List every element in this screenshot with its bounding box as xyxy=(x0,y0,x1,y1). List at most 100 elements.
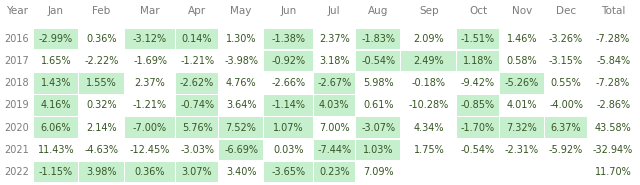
Text: -3.07%: -3.07% xyxy=(361,123,396,133)
Bar xyxy=(264,29,312,49)
Text: 1.07%: 1.07% xyxy=(273,123,304,133)
Text: -3.15%: -3.15% xyxy=(549,56,583,66)
Text: 0.58%: 0.58% xyxy=(507,56,538,66)
Text: -0.54%: -0.54% xyxy=(361,56,396,66)
Bar xyxy=(314,51,355,71)
Text: -7.00%: -7.00% xyxy=(133,123,167,133)
Text: Dec: Dec xyxy=(556,6,576,16)
Bar xyxy=(177,162,218,182)
Bar xyxy=(33,29,78,49)
Bar xyxy=(125,117,175,138)
Text: Aug: Aug xyxy=(368,6,388,16)
Text: 2019: 2019 xyxy=(4,100,29,110)
Bar xyxy=(588,162,639,182)
Text: -3.98%: -3.98% xyxy=(224,56,258,66)
Bar xyxy=(500,51,545,71)
Text: 7.52%: 7.52% xyxy=(226,123,257,133)
Text: 3.18%: 3.18% xyxy=(319,56,349,66)
Text: 4.16%: 4.16% xyxy=(40,100,71,110)
Text: -9.42%: -9.42% xyxy=(461,78,495,88)
Text: 2021: 2021 xyxy=(4,145,29,155)
Text: 7.09%: 7.09% xyxy=(363,167,394,177)
Bar xyxy=(500,29,545,49)
Text: 1.30%: 1.30% xyxy=(226,34,257,44)
Text: 6.06%: 6.06% xyxy=(40,123,71,133)
Bar xyxy=(458,73,499,94)
Bar xyxy=(401,73,456,94)
Text: -1.38%: -1.38% xyxy=(271,34,305,44)
Text: Feb: Feb xyxy=(92,6,111,16)
Text: 0.36%: 0.36% xyxy=(86,34,116,44)
Bar xyxy=(177,95,218,116)
Text: -6.69%: -6.69% xyxy=(224,145,258,155)
Text: 0.36%: 0.36% xyxy=(135,167,165,177)
Text: 4.03%: 4.03% xyxy=(319,100,349,110)
Bar xyxy=(219,139,263,160)
Bar xyxy=(545,51,587,71)
Bar xyxy=(264,51,312,71)
Text: -5.26%: -5.26% xyxy=(505,78,539,88)
Bar xyxy=(588,29,639,49)
Text: 2.37%: 2.37% xyxy=(319,34,349,44)
Bar xyxy=(314,95,355,116)
Bar xyxy=(219,29,263,49)
Text: -1.14%: -1.14% xyxy=(271,100,305,110)
Bar xyxy=(356,95,401,116)
Bar xyxy=(588,95,639,116)
Bar xyxy=(356,51,401,71)
Text: 2.49%: 2.49% xyxy=(413,56,444,66)
Text: -32.94%: -32.94% xyxy=(593,145,633,155)
Bar xyxy=(125,29,175,49)
Text: -0.54%: -0.54% xyxy=(461,145,495,155)
Bar xyxy=(177,117,218,138)
Text: 4.34%: 4.34% xyxy=(413,123,444,133)
Text: 1.55%: 1.55% xyxy=(86,78,116,88)
Bar xyxy=(125,162,175,182)
Bar xyxy=(177,51,218,71)
Bar xyxy=(125,95,175,116)
Text: -5.92%: -5.92% xyxy=(549,145,583,155)
Text: -3.12%: -3.12% xyxy=(133,34,167,44)
Bar xyxy=(356,139,401,160)
Text: 3.40%: 3.40% xyxy=(226,167,257,177)
Bar xyxy=(401,95,456,116)
Bar xyxy=(356,29,401,49)
Text: -7.28%: -7.28% xyxy=(596,78,630,88)
Text: 0.03%: 0.03% xyxy=(273,145,304,155)
Text: -0.92%: -0.92% xyxy=(271,56,305,66)
Bar xyxy=(401,139,456,160)
Bar xyxy=(33,51,78,71)
Bar xyxy=(33,95,78,116)
Text: 2.09%: 2.09% xyxy=(413,34,444,44)
Text: -2.66%: -2.66% xyxy=(271,78,305,88)
Bar xyxy=(79,117,124,138)
Bar xyxy=(356,117,401,138)
Text: -1.21%: -1.21% xyxy=(180,56,214,66)
Text: -1.70%: -1.70% xyxy=(461,123,495,133)
Text: Mar: Mar xyxy=(140,6,160,16)
Bar xyxy=(79,139,124,160)
Text: 4.76%: 4.76% xyxy=(226,78,257,88)
Bar xyxy=(500,73,545,94)
Bar xyxy=(79,73,124,94)
Bar xyxy=(219,95,263,116)
Text: 3.98%: 3.98% xyxy=(86,167,116,177)
Bar xyxy=(264,162,312,182)
Bar xyxy=(79,162,124,182)
Text: Apr: Apr xyxy=(188,6,206,16)
Bar xyxy=(588,73,639,94)
Text: 1.75%: 1.75% xyxy=(413,145,444,155)
Text: -2.99%: -2.99% xyxy=(39,34,73,44)
Text: -3.65%: -3.65% xyxy=(271,167,305,177)
Bar xyxy=(588,117,639,138)
Bar xyxy=(33,162,78,182)
Text: 7.00%: 7.00% xyxy=(319,123,349,133)
Text: 5.76%: 5.76% xyxy=(182,123,212,133)
Text: Jun: Jun xyxy=(280,6,296,16)
Bar xyxy=(314,73,355,94)
Text: 0.14%: 0.14% xyxy=(182,34,212,44)
Bar xyxy=(545,29,587,49)
Text: -1.69%: -1.69% xyxy=(133,56,167,66)
Text: -7.44%: -7.44% xyxy=(317,145,351,155)
Bar xyxy=(401,51,456,71)
